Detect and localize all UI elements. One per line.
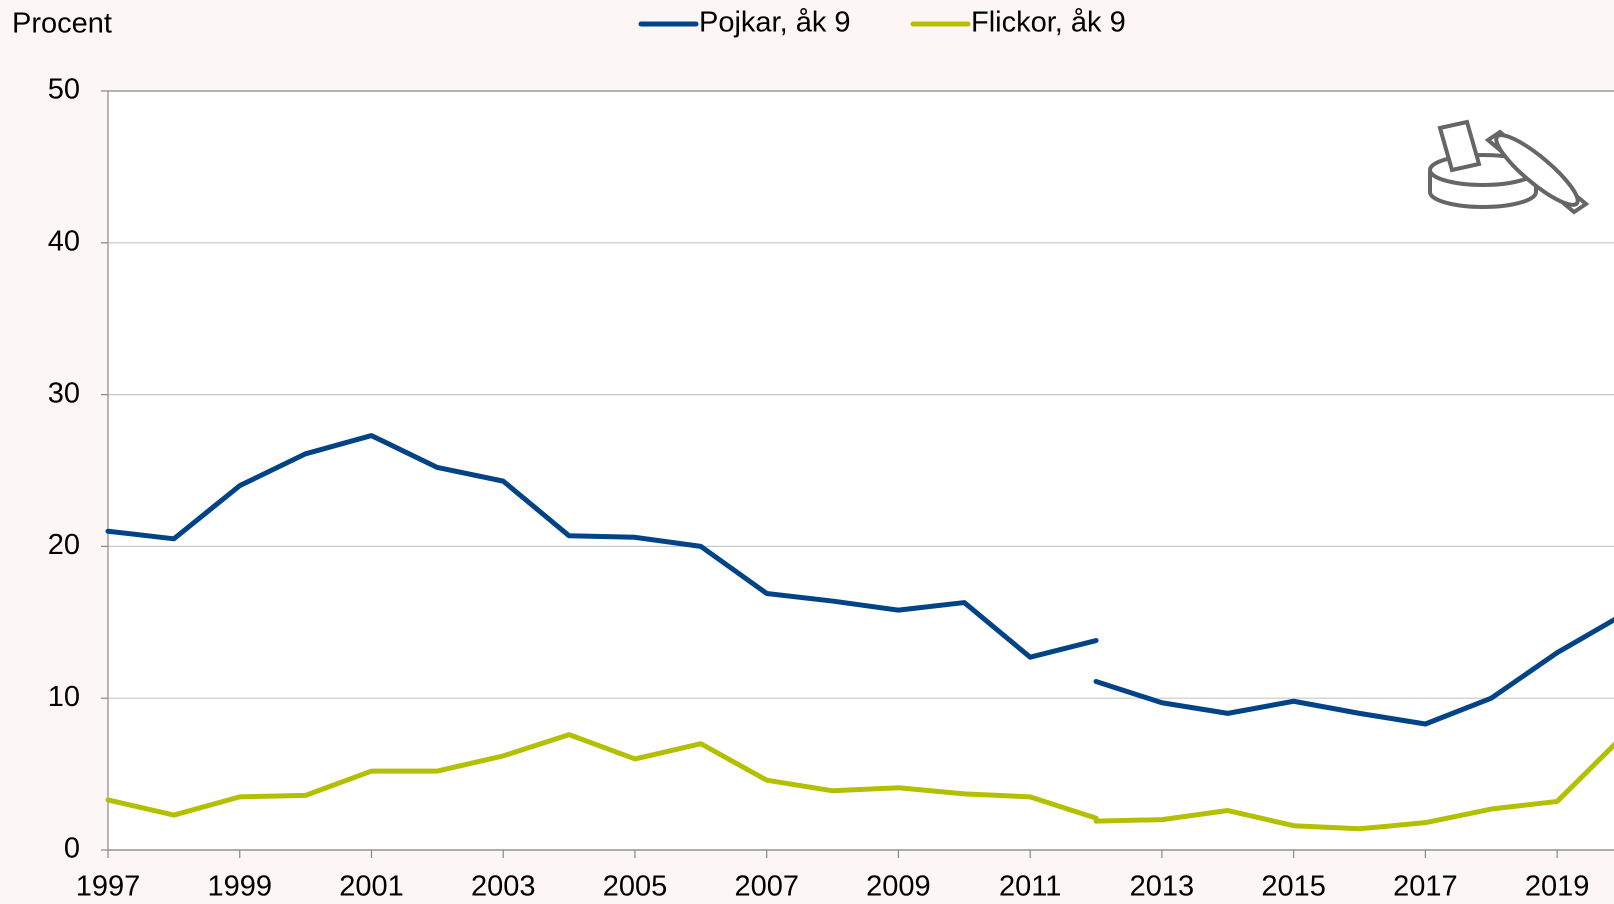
- x-tick-label: 1997: [76, 871, 141, 903]
- x-tick-label: 2001: [339, 871, 404, 903]
- line: [105, 732, 1099, 821]
- y-axis-label: Procent: [12, 8, 112, 40]
- y-tick-label: 50: [48, 74, 80, 106]
- y-tick-label: 20: [48, 529, 80, 561]
- legend-label: Pojkar, åk 9: [699, 7, 851, 39]
- x-tick-label: 2009: [866, 871, 931, 903]
- plot-area: [108, 91, 1614, 850]
- line: [105, 433, 1099, 660]
- x-tick-label: 2019: [1525, 871, 1590, 903]
- x-tick-label: 2015: [1261, 871, 1326, 903]
- x-tick-label: 2005: [603, 871, 668, 903]
- x-tick-label: 2007: [734, 871, 799, 903]
- y-tick-label: 40: [48, 225, 80, 257]
- x-tick-label: 2011: [999, 871, 1061, 903]
- line: [1093, 741, 1614, 832]
- x-tick-label: 2013: [1130, 871, 1195, 903]
- y-tick-label: 10: [48, 681, 80, 713]
- y-tick-label: 0: [64, 833, 80, 865]
- x-tick-label: 2017: [1393, 871, 1458, 903]
- legend-label: Flickor, åk 9: [971, 7, 1126, 39]
- y-tick-label: 30: [48, 377, 80, 409]
- x-tick-label: 1999: [207, 871, 272, 903]
- x-tick-label: 2003: [471, 871, 536, 903]
- line: [1093, 617, 1614, 727]
- snus-icon: [1428, 119, 1590, 215]
